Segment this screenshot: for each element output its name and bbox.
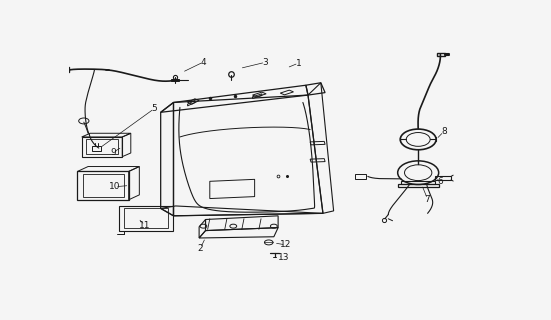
Text: 4: 4 <box>201 58 206 67</box>
Text: 11: 11 <box>139 221 150 230</box>
Text: 8: 8 <box>441 127 447 136</box>
Text: 12: 12 <box>280 240 291 249</box>
Text: 1: 1 <box>296 59 301 68</box>
Text: 9: 9 <box>110 148 116 157</box>
Text: 10: 10 <box>109 182 121 191</box>
Text: 7: 7 <box>425 195 430 204</box>
Text: 6: 6 <box>437 177 443 186</box>
Text: 3: 3 <box>262 58 268 67</box>
Text: 13: 13 <box>278 253 289 262</box>
Text: 2: 2 <box>198 244 203 253</box>
Text: 5: 5 <box>152 104 157 113</box>
